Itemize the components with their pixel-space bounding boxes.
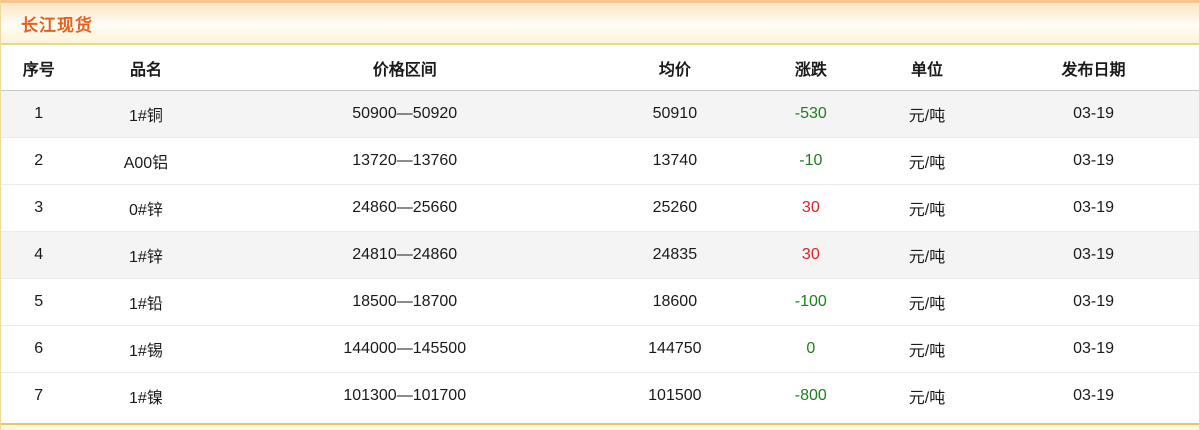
table-header-row: 序号 品名 价格区间 均价 涨跌 单位 发布日期 [1,45,1199,91]
table-row: 6 1#锡 144000—145500 144750 0 元/吨 03-19 [1,325,1199,373]
column-header: 品名 [76,45,216,91]
cell-price-range: 144000—145500 [215,325,594,373]
column-header: 均价 [594,45,756,91]
cell-price-range: 24810—24860 [215,231,594,279]
cell-publish-date: 03-19 [1073,105,1115,122]
cell-unit: 元/吨 [908,108,946,125]
cell-product-name: 1#锡 [76,325,216,373]
cell-change: 30 [755,231,866,279]
cell-publish-date: 03-19 [988,278,1199,326]
cell-change: -800 [755,372,866,419]
cell-product-name: A00铝 [76,137,216,185]
panel-title: 长江现货 [21,15,93,35]
table-row: 4 1#锌 24810—24860 24835 30 元/吨 03-19 [1,231,1199,279]
column-header: 涨跌 [755,45,866,91]
column-header: 发布日期 [988,45,1199,91]
cell-average-price: 144750 [594,325,756,373]
cell-price-range: 101300—101700 [215,372,594,419]
cell-product-name: 1#铜 [129,108,163,125]
cell-serial: 1 [34,105,44,122]
cell-average-price: 101500 [594,372,756,419]
price-table: 序号 品名 价格区间 均价 涨跌 单位 发布日期 1 1#铜 50900—50920 50910 -… [1,45,1199,419]
cell-publish-date: 03-19 [988,325,1199,373]
cell-change: -530 [794,105,827,122]
cell-unit: 元/吨 [865,231,989,279]
cell-price-range: 50900—50920 [352,105,458,122]
table-row: 7 1#镍 101300—101700 101500 -800 元/吨 03-19 [1,372,1199,419]
column-header: 价格区间 [215,45,594,91]
cell-unit: 元/吨 [865,278,989,326]
cell-product-name: 1#铅 [76,278,216,326]
cell-unit: 元/吨 [865,184,989,232]
cell-unit: 元/吨 [865,372,989,419]
cell-average-price: 13740 [594,137,756,185]
cell-publish-date: 03-19 [988,184,1199,232]
cell-product-name: 1#镍 [76,372,216,419]
cell-average-price: 24835 [594,231,756,279]
cell-publish-date: 03-19 [988,137,1199,185]
cell-serial: 6 [1,325,77,373]
cell-change: -10 [755,137,866,185]
cell-change: -100 [755,278,866,326]
cell-serial: 4 [1,231,77,279]
cell-price-range: 18500—18700 [215,278,594,326]
table-row: 3 0#锌 24860—25660 25260 30 元/吨 03-19 [1,184,1199,232]
cell-unit: 元/吨 [865,137,989,185]
cell-serial: 7 [1,372,77,419]
cell-change: 0 [755,325,866,373]
cell-publish-date: 03-19 [988,372,1199,419]
cell-product-name: 0#锌 [76,184,216,232]
cell-unit: 元/吨 [865,325,989,373]
cell-change: 30 [755,184,866,232]
column-header: 序号 [1,45,77,91]
table-row: 2 A00铝 13720—13760 13740 -10 元/吨 03-19 [1,137,1199,185]
price-table-body: 1 1#铜 50900—50920 50910 -530 元/吨 03-19 2 A00铝 137… [1,90,1199,419]
cell-product-name: 1#锌 [76,231,216,279]
cell-average-price: 50910 [652,105,698,122]
cell-average-price: 25260 [594,184,756,232]
cell-average-price: 18600 [594,278,756,326]
cell-serial: 2 [1,137,77,185]
cell-price-range: 13720—13760 [215,137,594,185]
cell-serial: 3 [1,184,77,232]
table-row: 1 1#铜 50900—50920 50910 -530 元/吨 03-19 [1,90,1199,138]
cell-serial: 5 [1,278,77,326]
cell-publish-date: 03-19 [988,231,1199,279]
panel-header: 长江现货 [1,3,1199,45]
cell-price-range: 24860—25660 [215,184,594,232]
column-header: 单位 [865,45,989,91]
panel-bottom-border [1,423,1199,430]
table-row: 5 1#铅 18500—18700 18600 -100 元/吨 03-19 [1,278,1199,326]
